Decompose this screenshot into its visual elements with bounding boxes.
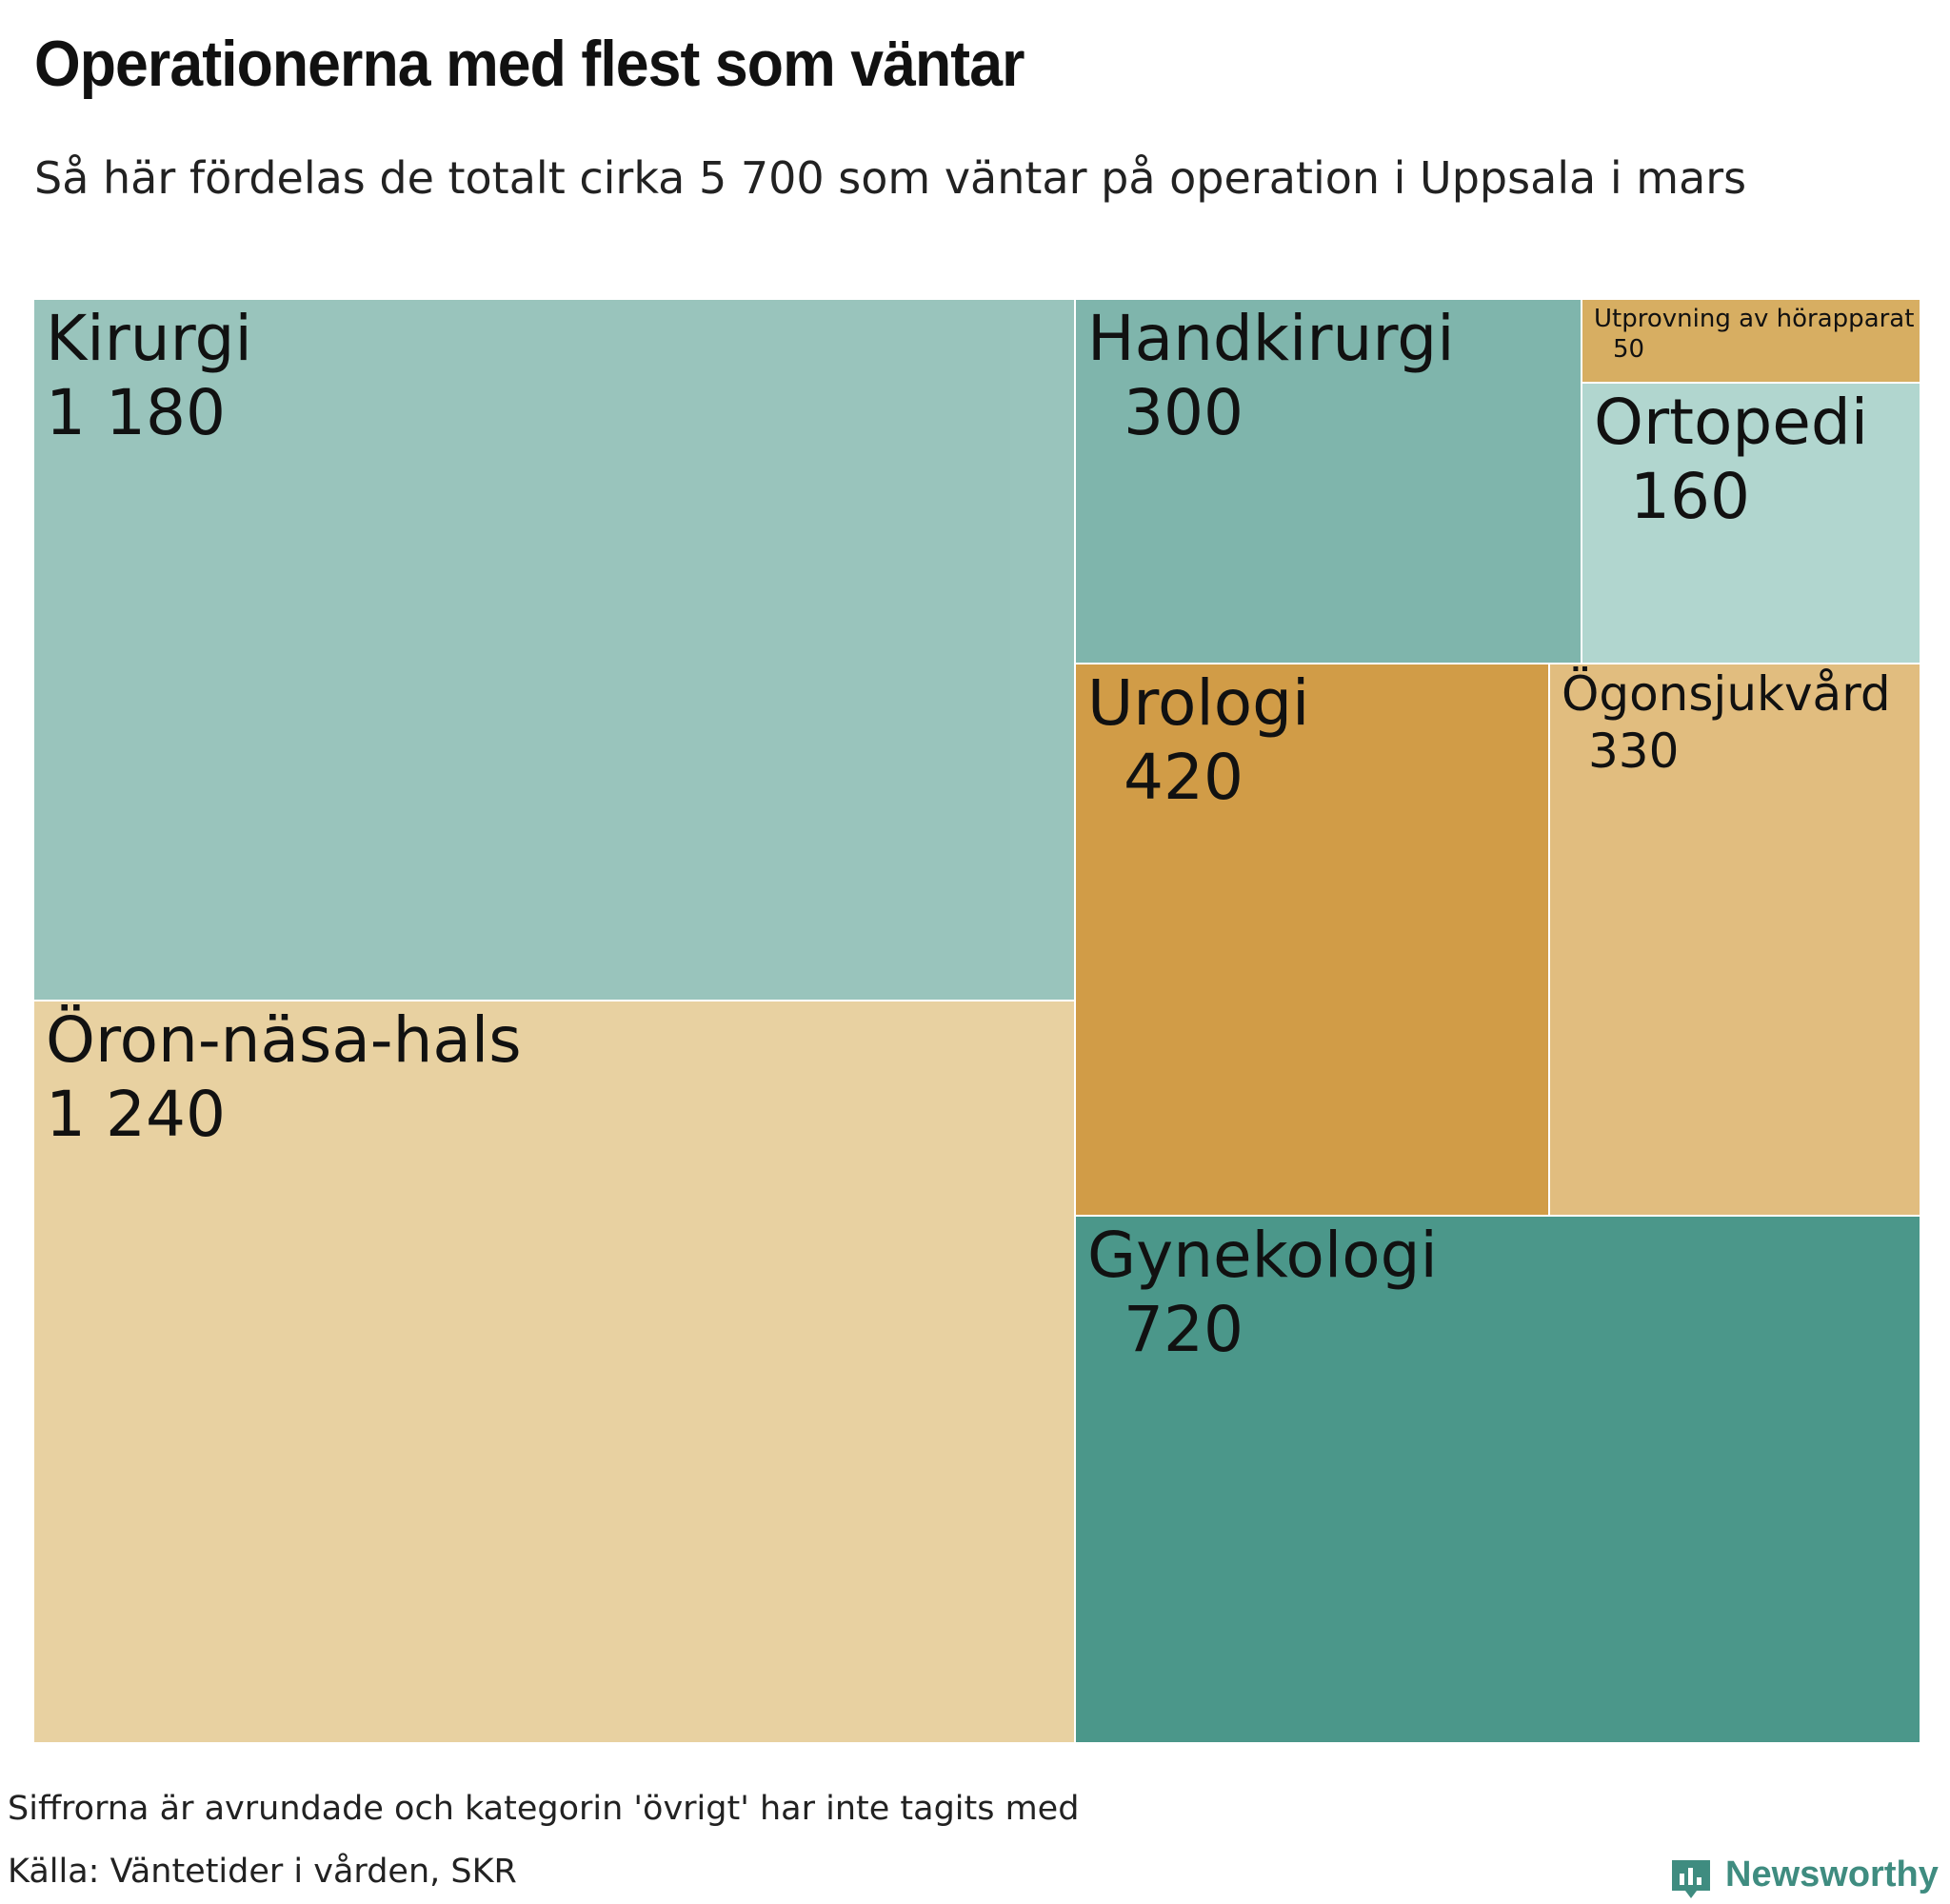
tile-label: Urologi (1087, 666, 1310, 740)
tile-value: 420 (1124, 741, 1244, 814)
tile-label: Ortopedi (1594, 386, 1869, 459)
tile-value: 330 (1588, 724, 1680, 779)
tile-label: Gynekologi (1087, 1219, 1438, 1292)
newsworthy-logo-text: Newsworthy (1725, 1854, 1939, 1894)
tile-value: 50 (1613, 335, 1645, 364)
treemap-tile: Kirurgi 1 180 (34, 300, 1076, 1002)
chart-title: Operationerna med flest som väntar (34, 28, 1025, 100)
treemap-tile: Öron-näsa-hals 1 240 (34, 1002, 1076, 1744)
treemap-tile: Handkirurgi 300 (1076, 300, 1582, 664)
treemap-tile: Urologi 420 (1076, 664, 1550, 1217)
tile-value: 720 (1124, 1293, 1244, 1366)
treemap-tile: Ögonsjukvård 330 (1550, 664, 1921, 1217)
tile-label: Handkirurgi (1087, 302, 1455, 375)
treemap-tile: Utprovning av hörapparat 50 (1582, 300, 1921, 384)
tile-label: Kirurgi (46, 302, 252, 375)
footnote: Siffrorna är avrundade och kategorin 'öv… (8, 1790, 1080, 1828)
tile-value: 160 (1630, 460, 1750, 533)
treemap: Kirurgi 1 180 Öron-näsa-hals 1 240 Handkirur… (34, 300, 1921, 1744)
tile-value: 1 180 (46, 376, 226, 449)
chart-subtitle: Så här fördelas de totalt cirka 5 700 so… (34, 152, 1747, 204)
source-credit: Källa: Väntetider i vården, SKR (8, 1853, 517, 1891)
tile-label: Utprovning av hörapparat (1594, 305, 1915, 333)
newsworthy-logo-icon (1672, 1860, 1710, 1898)
tile-label: Ögonsjukvård (1562, 666, 1891, 722)
treemap-tile: Ortopedi 160 (1582, 384, 1921, 664)
tile-value: 300 (1124, 376, 1244, 449)
treemap-tile: Gynekologi 720 (1076, 1217, 1921, 1744)
tile-label: Öron-näsa-hals (46, 1003, 522, 1077)
tile-value: 1 240 (46, 1078, 226, 1151)
